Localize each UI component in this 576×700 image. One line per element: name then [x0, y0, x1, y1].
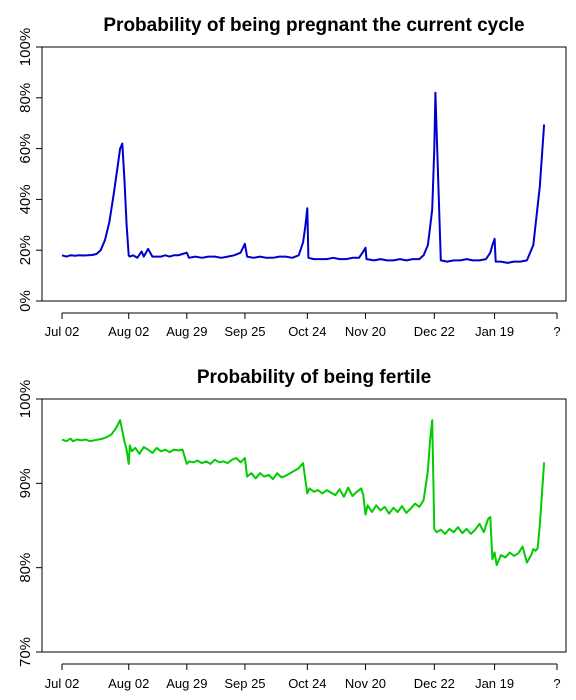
y-tick-label: 90% — [17, 468, 34, 498]
x-tick-label: Dec 22 — [414, 676, 455, 691]
x-tick-label: Jan 19 — [475, 676, 514, 691]
x-tick-label: ? — [553, 324, 560, 339]
x-tick-label: Aug 02 — [108, 676, 149, 691]
plot-frame — [41, 398, 567, 653]
series-line — [61, 419, 546, 567]
y-tick-label: 80% — [17, 553, 34, 583]
y-tick-label: 60% — [17, 134, 34, 164]
x-tick-label: Aug 29 — [166, 676, 207, 691]
y-tick-label: 0% — [17, 290, 34, 312]
y-axis: 0% 20% 40% 60% 80% 100% — [17, 28, 43, 312]
series-line — [61, 91, 546, 264]
chart-title: Probability of being pregnant the curren… — [103, 15, 524, 36]
x-tick-label: Nov 20 — [345, 676, 386, 691]
x-axis: Jul 02 Aug 02 Aug 29 Sep 25 Oct 24 Nov 20 Dec … — [45, 312, 561, 339]
x-tick-label: ? — [553, 676, 560, 691]
x-tick-label: Jul 02 — [45, 324, 80, 339]
plot-frame — [41, 46, 567, 302]
x-tick-label: Jul 02 — [45, 676, 80, 691]
x-axis: Jul 02 Aug 02 Aug 29 Sep 25 Oct 24 Nov 20 Dec … — [45, 663, 561, 691]
y-tick-label: 40% — [17, 184, 34, 214]
x-tick-label: Nov 20 — [345, 324, 386, 339]
y-tick-label: 100% — [17, 28, 34, 66]
x-tick-label: Aug 02 — [108, 324, 149, 339]
x-tick-label: Sep 25 — [224, 676, 265, 691]
x-tick-label: Sep 25 — [224, 324, 265, 339]
x-tick-label: Aug 29 — [166, 324, 207, 339]
y-axis: 70% 80% 90% 100% — [17, 380, 43, 667]
x-tick-label: Jan 19 — [475, 324, 514, 339]
chart-title: Probability of being fertile — [197, 367, 431, 388]
x-tick-label: Oct 24 — [288, 324, 326, 339]
y-tick-label: 20% — [17, 235, 34, 265]
x-tick-label: Oct 24 — [288, 676, 326, 691]
fertility-probability-chart: Probability of being fertile Jul 02 Aug 02… — [17, 367, 567, 691]
y-tick-label: 80% — [17, 83, 34, 113]
y-tick-label: 70% — [17, 637, 34, 667]
x-tick-label: Dec 22 — [414, 324, 455, 339]
pregnancy-probability-chart: Probability of being pregnant the curren… — [17, 15, 567, 339]
y-tick-label: 100% — [17, 380, 34, 418]
